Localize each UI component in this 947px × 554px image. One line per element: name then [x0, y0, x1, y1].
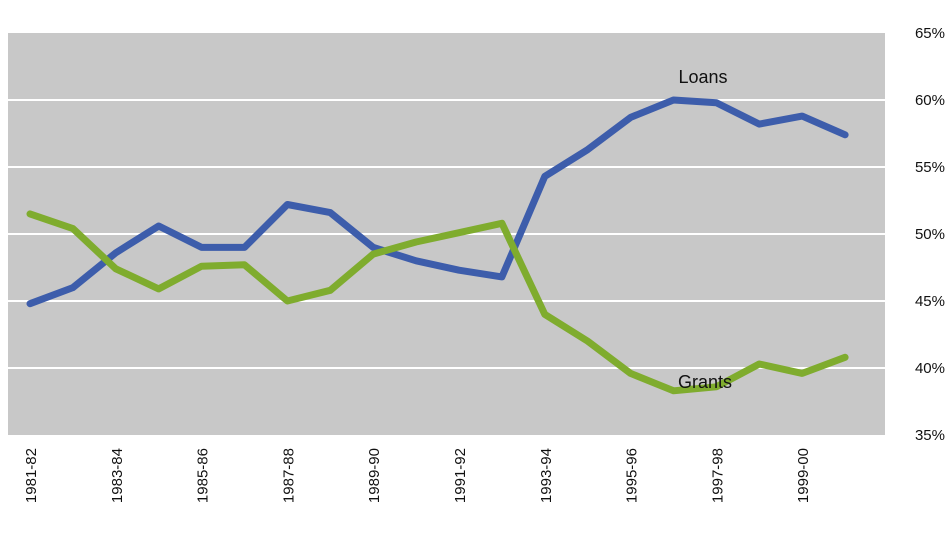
x-tick-label: 1985-86 [195, 448, 212, 503]
y-axis-tick-labels: 35% 40% 45% 50% 55% 60% 65% [915, 25, 945, 444]
y-tick-label: 45% [915, 293, 945, 310]
x-tick-label: 1999-00 [795, 448, 812, 503]
x-tick-label: 1997-98 [709, 448, 726, 503]
y-tick-label: 55% [915, 159, 945, 176]
x-axis-tick-labels: 1981-82 1983-84 1985-86 1987-88 1989-90 1991-… [23, 448, 812, 503]
x-tick-label: 1989-90 [366, 448, 383, 503]
series-label-loans: Loans [678, 67, 727, 87]
y-tick-label: 50% [915, 226, 945, 243]
y-tick-label: 35% [915, 427, 945, 444]
x-tick-label: 1991-92 [452, 448, 469, 503]
x-tick-label: 1983-84 [109, 448, 126, 503]
x-tick-label: 1981-82 [23, 448, 40, 503]
x-tick-label: 1995-96 [624, 448, 641, 503]
series-label-grants: Grants [678, 372, 732, 392]
x-tick-label: 1993-94 [538, 448, 555, 503]
x-tick-label: 1987-88 [280, 448, 297, 503]
series-line-grants [26, 210, 849, 395]
y-tick-label: 60% [915, 92, 945, 109]
series-lines [26, 96, 849, 395]
series-line-loans [26, 96, 849, 308]
y-tick-label: 65% [915, 25, 945, 42]
y-tick-label: 40% [915, 360, 945, 377]
series-labels: Loans Grants [678, 67, 732, 392]
